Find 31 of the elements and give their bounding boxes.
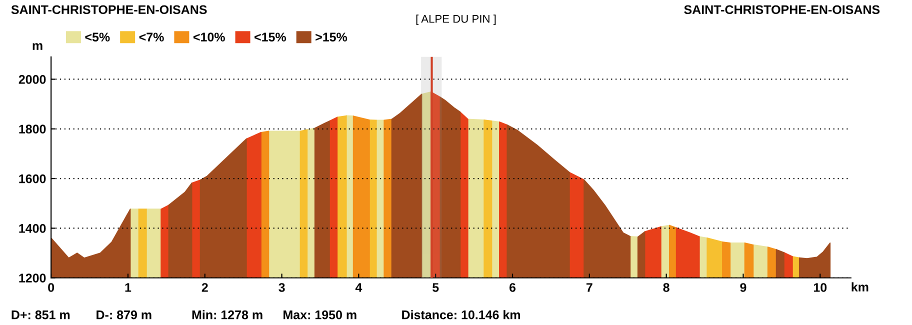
text: D+: 851 m xyxy=(12,310,70,320)
x-tick-label: 10 xyxy=(814,283,827,292)
legend-label: <15% xyxy=(254,32,286,42)
y-tick-label: 1400 xyxy=(19,224,46,233)
text: Min: 1278 m xyxy=(192,310,262,320)
x-axis-title: km xyxy=(852,282,868,292)
y-tick-label: 1200 xyxy=(19,274,46,283)
y-axis-title: m xyxy=(32,43,42,50)
legend-label: <10% xyxy=(193,32,225,42)
text: D-: 879 m xyxy=(96,310,152,320)
text: Distance: 10.146 km xyxy=(402,310,520,320)
x-tick-label: 5 xyxy=(432,283,439,292)
x-tick-label: 1 xyxy=(125,283,132,292)
y-tick-label: 1600 xyxy=(19,174,46,184)
legend-label: <7% xyxy=(139,32,164,42)
legend-label: >15% xyxy=(316,32,348,42)
x-tick-label: 2 xyxy=(202,283,208,292)
text: SAINT-CHRISTOPHE-EN-OISANS xyxy=(684,5,880,14)
chart-title: SAINT-CHRISTOPHE-EN-OISANS xyxy=(11,5,207,14)
y-tick-label: 2000 xyxy=(18,75,46,84)
text: Max: 1950 m xyxy=(284,310,356,320)
x-tick-label: 6 xyxy=(509,283,516,292)
x-tick-label: 0 xyxy=(48,283,54,292)
x-tick-label: 7 xyxy=(586,283,592,292)
x-tick-label: 3 xyxy=(278,283,285,292)
chart-subtitle: [ ALPE DU PIN ] xyxy=(416,14,496,25)
x-tick-label: 9 xyxy=(740,283,746,292)
x-tick-label: 8 xyxy=(663,283,670,292)
x-tick-label: 4 xyxy=(355,283,362,292)
y-tick-label: 1800 xyxy=(19,124,46,134)
legend-label: <5% xyxy=(85,32,110,42)
